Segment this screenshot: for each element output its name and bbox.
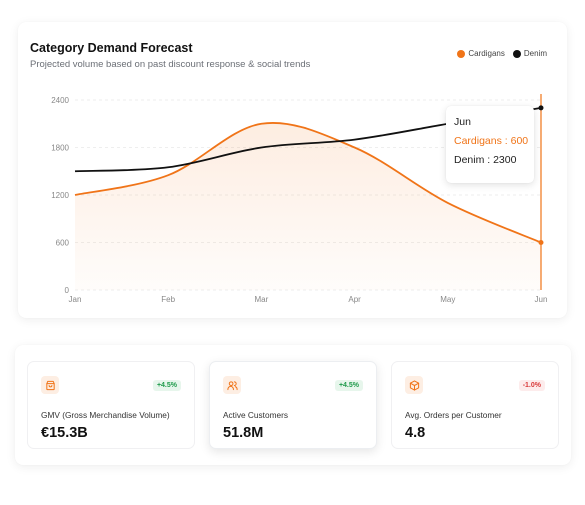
chart-title: Category Demand Forecast	[30, 41, 193, 55]
kpi-card-avg-orders[interactable]: -1.0% Avg. Orders per Customer 4.8	[391, 361, 559, 449]
kpi-change-badge: +4.5%	[152, 380, 181, 391]
legend-label-cardigans: Cardigans	[468, 49, 505, 58]
kpi-label: Avg. Orders per Customer	[405, 410, 502, 420]
legend-item-denim[interactable]: Denim	[512, 49, 547, 58]
legend-swatch-cardigans	[457, 49, 466, 58]
kpi-value: 51.8M	[223, 425, 264, 441]
shopping-bag-icon	[41, 376, 59, 394]
x-tick-label: Jan	[69, 295, 82, 304]
y-tick-label: 1200	[51, 191, 69, 200]
chart-subtitle: Projected volume based on past discount …	[30, 59, 311, 70]
tooltip-row-cardigans: Cardigans : 600	[454, 135, 529, 147]
chart-tooltip: Jun Cardigans : 600 Denim : 2300	[446, 106, 534, 183]
line-chart[interactable]: 0 600 1200 1800 2400 Jan Feb Mar Apr May Jun	[18, 22, 567, 318]
kpi-label: GMV (Gross Merchandise Volume)	[41, 410, 170, 420]
demand-forecast-card: Category Demand Forecast Projected volum…	[18, 22, 567, 318]
y-tick-label: 0	[65, 286, 70, 295]
package-icon	[405, 376, 423, 394]
legend-label-denim: Denim	[523, 49, 547, 58]
kpi-card-gmv[interactable]: +4.5% GMV (Gross Merchandise Volume) €15…	[27, 361, 195, 449]
tooltip-category: Jun	[454, 116, 471, 128]
kpi-label: Active Customers	[223, 410, 289, 420]
legend-item-cardigans[interactable]: Cardigans	[457, 49, 505, 58]
kpi-change-badge: -1.0%	[518, 380, 545, 391]
kpi-panel: +4.5% GMV (Gross Merchandise Volume) €15…	[15, 345, 571, 465]
y-tick-label: 600	[56, 239, 70, 248]
y-tick-label: 2400	[51, 96, 69, 105]
x-tick-label: Mar	[255, 295, 269, 304]
x-tick-label: Apr	[348, 295, 361, 304]
kpi-card-active-customers[interactable]: +4.5% Active Customers 51.8M	[209, 361, 377, 449]
x-tick-label: May	[440, 295, 455, 304]
kpi-change-badge: +4.5%	[334, 380, 363, 391]
x-tick-label: Jun	[535, 295, 548, 304]
series-line-cardigans	[74, 122, 542, 244]
x-tick-label: Feb	[161, 295, 175, 304]
y-tick-label: 1800	[51, 144, 69, 153]
series-area-cardigans	[75, 122, 541, 290]
tooltip-row-denim: Denim : 2300	[454, 154, 517, 166]
series-point-cardigans-jun	[538, 240, 544, 245]
chart-legend: Cardigans Denim	[457, 49, 547, 58]
kpi-value: 4.8	[405, 425, 426, 441]
legend-swatch-denim	[512, 49, 521, 58]
kpi-value: €15.3B	[41, 425, 88, 441]
series-point-denim-jun	[538, 105, 544, 111]
users-icon	[223, 376, 241, 394]
